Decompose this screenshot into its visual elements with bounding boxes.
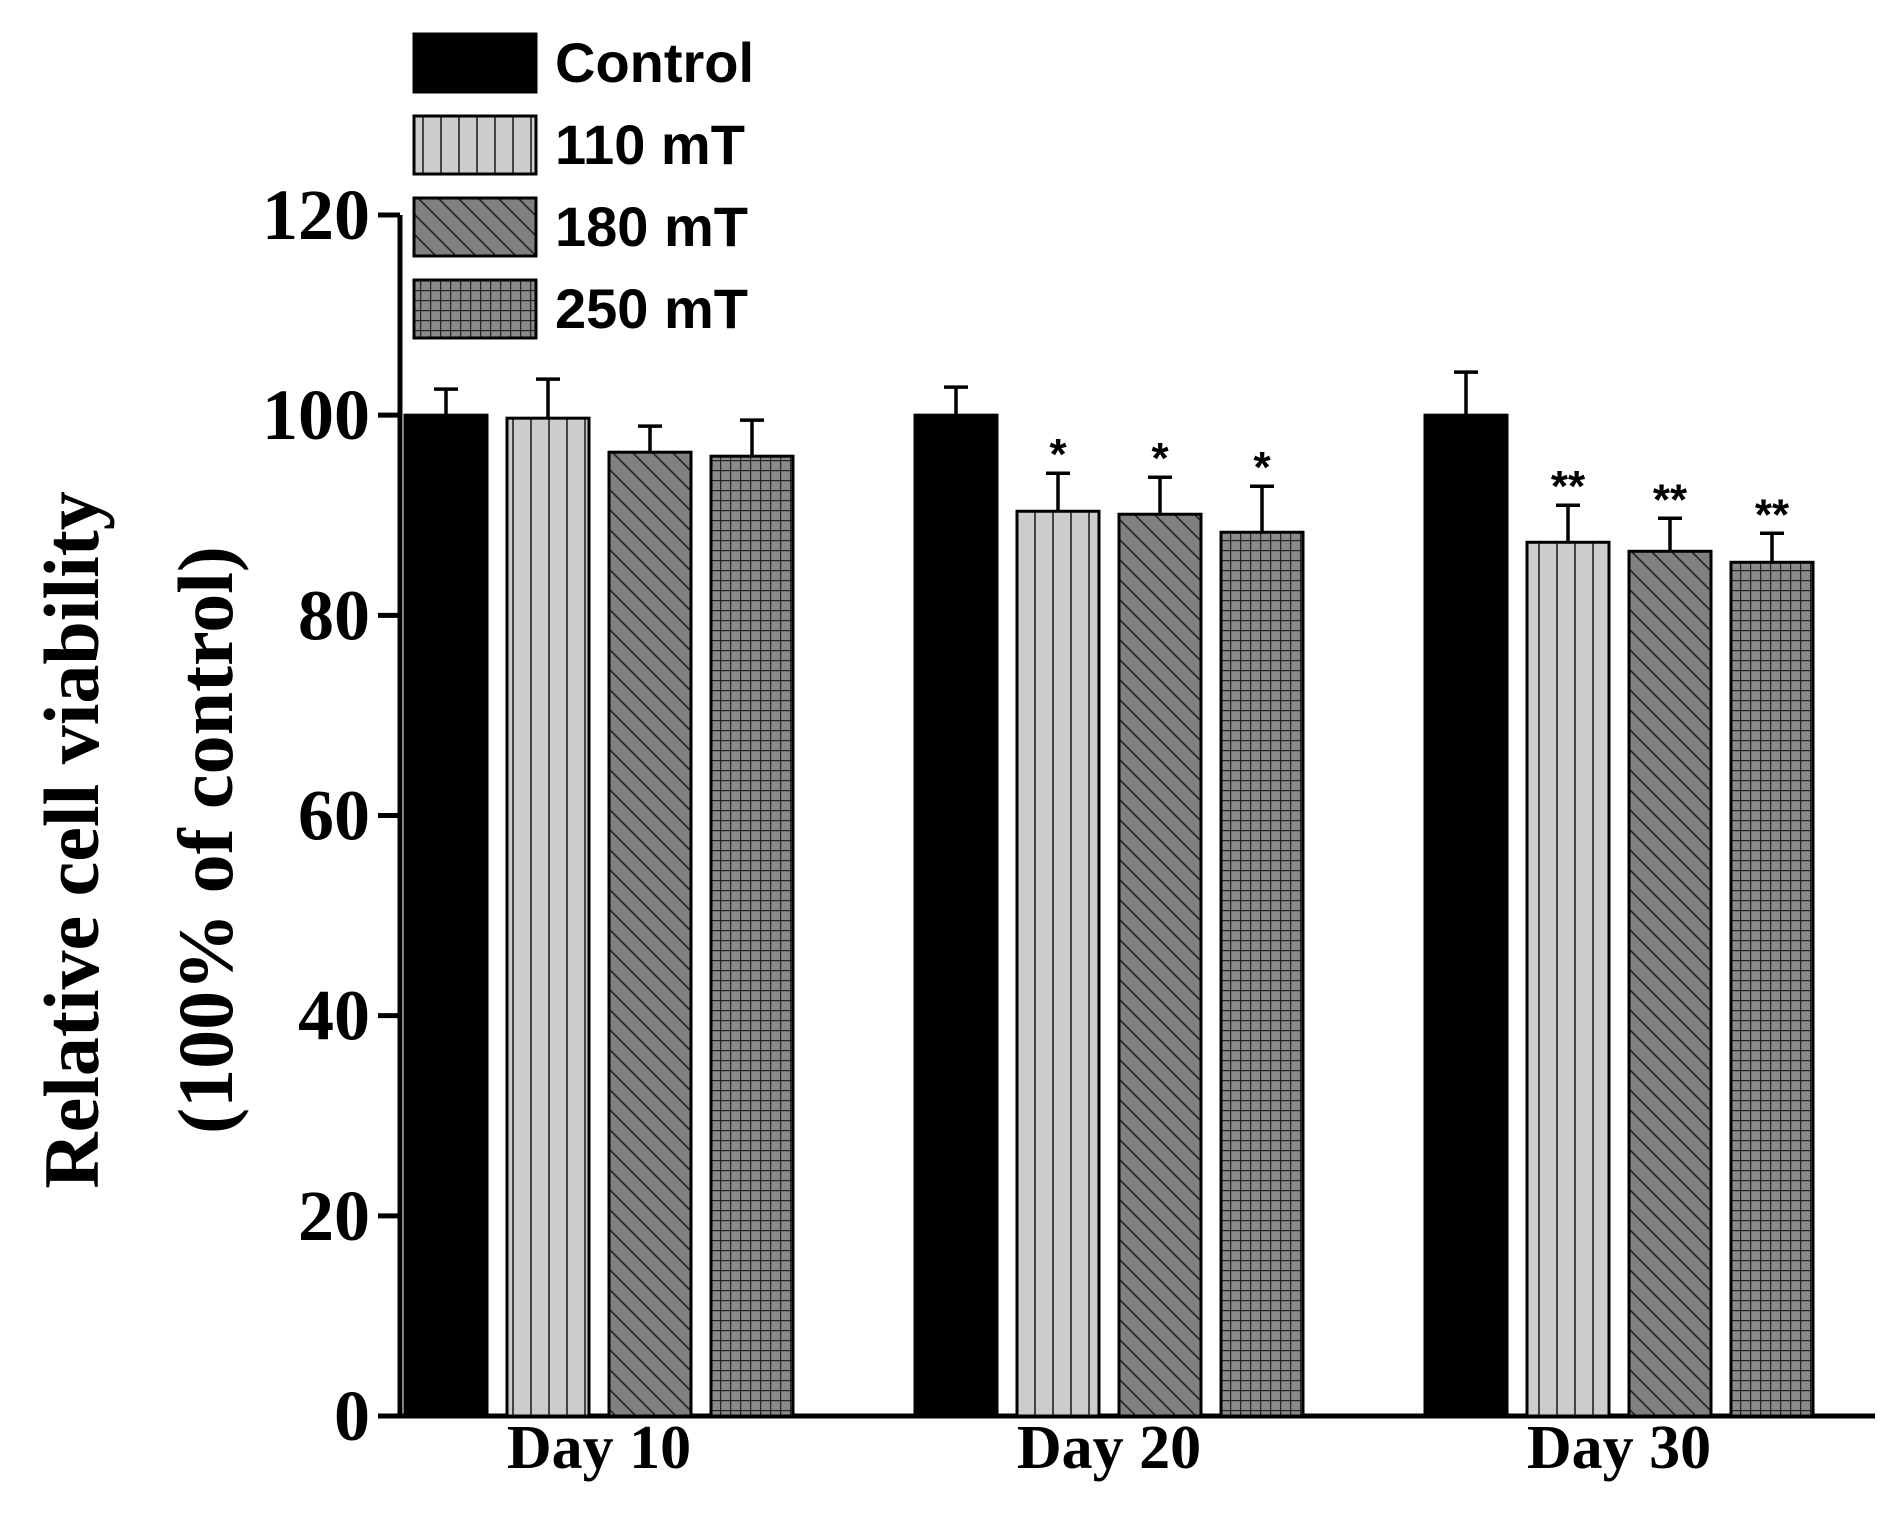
bar-day-10-110-mt — [505, 416, 591, 1418]
error-bars — [434, 370, 1784, 563]
bar-day-30-110-mt — [1525, 540, 1611, 1418]
y-tick-label-0: 0 — [334, 1376, 370, 1456]
bars — [403, 413, 1815, 1418]
x-tick-label-day-10: Day 10 — [507, 1414, 691, 1482]
y-tick-label-40: 40 — [298, 976, 370, 1056]
bar-day-20-180-mt — [1117, 512, 1203, 1418]
bar-day-30-180-mt — [1627, 549, 1713, 1418]
x-tick-label-day-20: Day 20 — [1017, 1414, 1201, 1482]
legend-swatch-180-mt — [412, 196, 538, 258]
y-tick-label-60: 60 — [298, 776, 370, 856]
y-axis-title-line-2: (100% of control) — [162, 546, 249, 1134]
bar-day-10-control — [403, 413, 489, 1418]
bar-day-20-110-mt — [1015, 509, 1101, 1418]
x-tick-label-day-30: Day 30 — [1527, 1414, 1711, 1482]
legend-label-110-mt: 110 mT — [555, 113, 745, 176]
legend-label-180-mt: 180 mT — [555, 195, 748, 258]
significance-day-20-180-mt: * — [1151, 434, 1169, 483]
y-tick-label-80: 80 — [298, 575, 370, 655]
y-ticks: 0 20 40 60 80 100 120 — [262, 175, 400, 1456]
y-axis-title: Relative cell viability (100% of control… — [28, 491, 249, 1189]
legend-label-250-mt: 250 mT — [555, 277, 748, 340]
bar-day-30-control — [1423, 413, 1509, 1418]
significance-day-20-110-mt: * — [1049, 430, 1067, 479]
y-tick-label-20: 20 — [298, 1176, 370, 1256]
x-category-labels: Day 10 Day 20 Day 30 — [507, 1414, 1711, 1482]
legend: Control 110 mT 180 mT 250 mT — [412, 31, 754, 340]
significance-day-30-110-mt: ** — [1551, 462, 1586, 511]
legend-swatch-250-mt — [412, 278, 538, 340]
y-tick-label-100: 100 — [262, 375, 370, 455]
significance-day-20-250-mt: * — [1253, 443, 1271, 492]
bar-day-10-180-mt — [607, 450, 693, 1418]
significance-marks: * * * ** ** ** — [1049, 430, 1790, 539]
legend-swatch-110-mt — [412, 114, 538, 176]
bar-day-20-250-mt — [1219, 530, 1305, 1418]
y-axis-title-line-1: Relative cell viability — [28, 491, 115, 1189]
significance-day-30-180-mt: ** — [1653, 475, 1688, 524]
y-tick-label-120: 120 — [262, 175, 370, 255]
bar-day-30-250-mt — [1729, 560, 1815, 1418]
bar-day-10-250-mt — [709, 454, 795, 1418]
bar-day-20-control — [913, 413, 999, 1418]
significance-day-30-250-mt: ** — [1755, 490, 1790, 539]
legend-label-control: Control — [555, 31, 754, 94]
legend-swatch-control — [412, 32, 538, 94]
